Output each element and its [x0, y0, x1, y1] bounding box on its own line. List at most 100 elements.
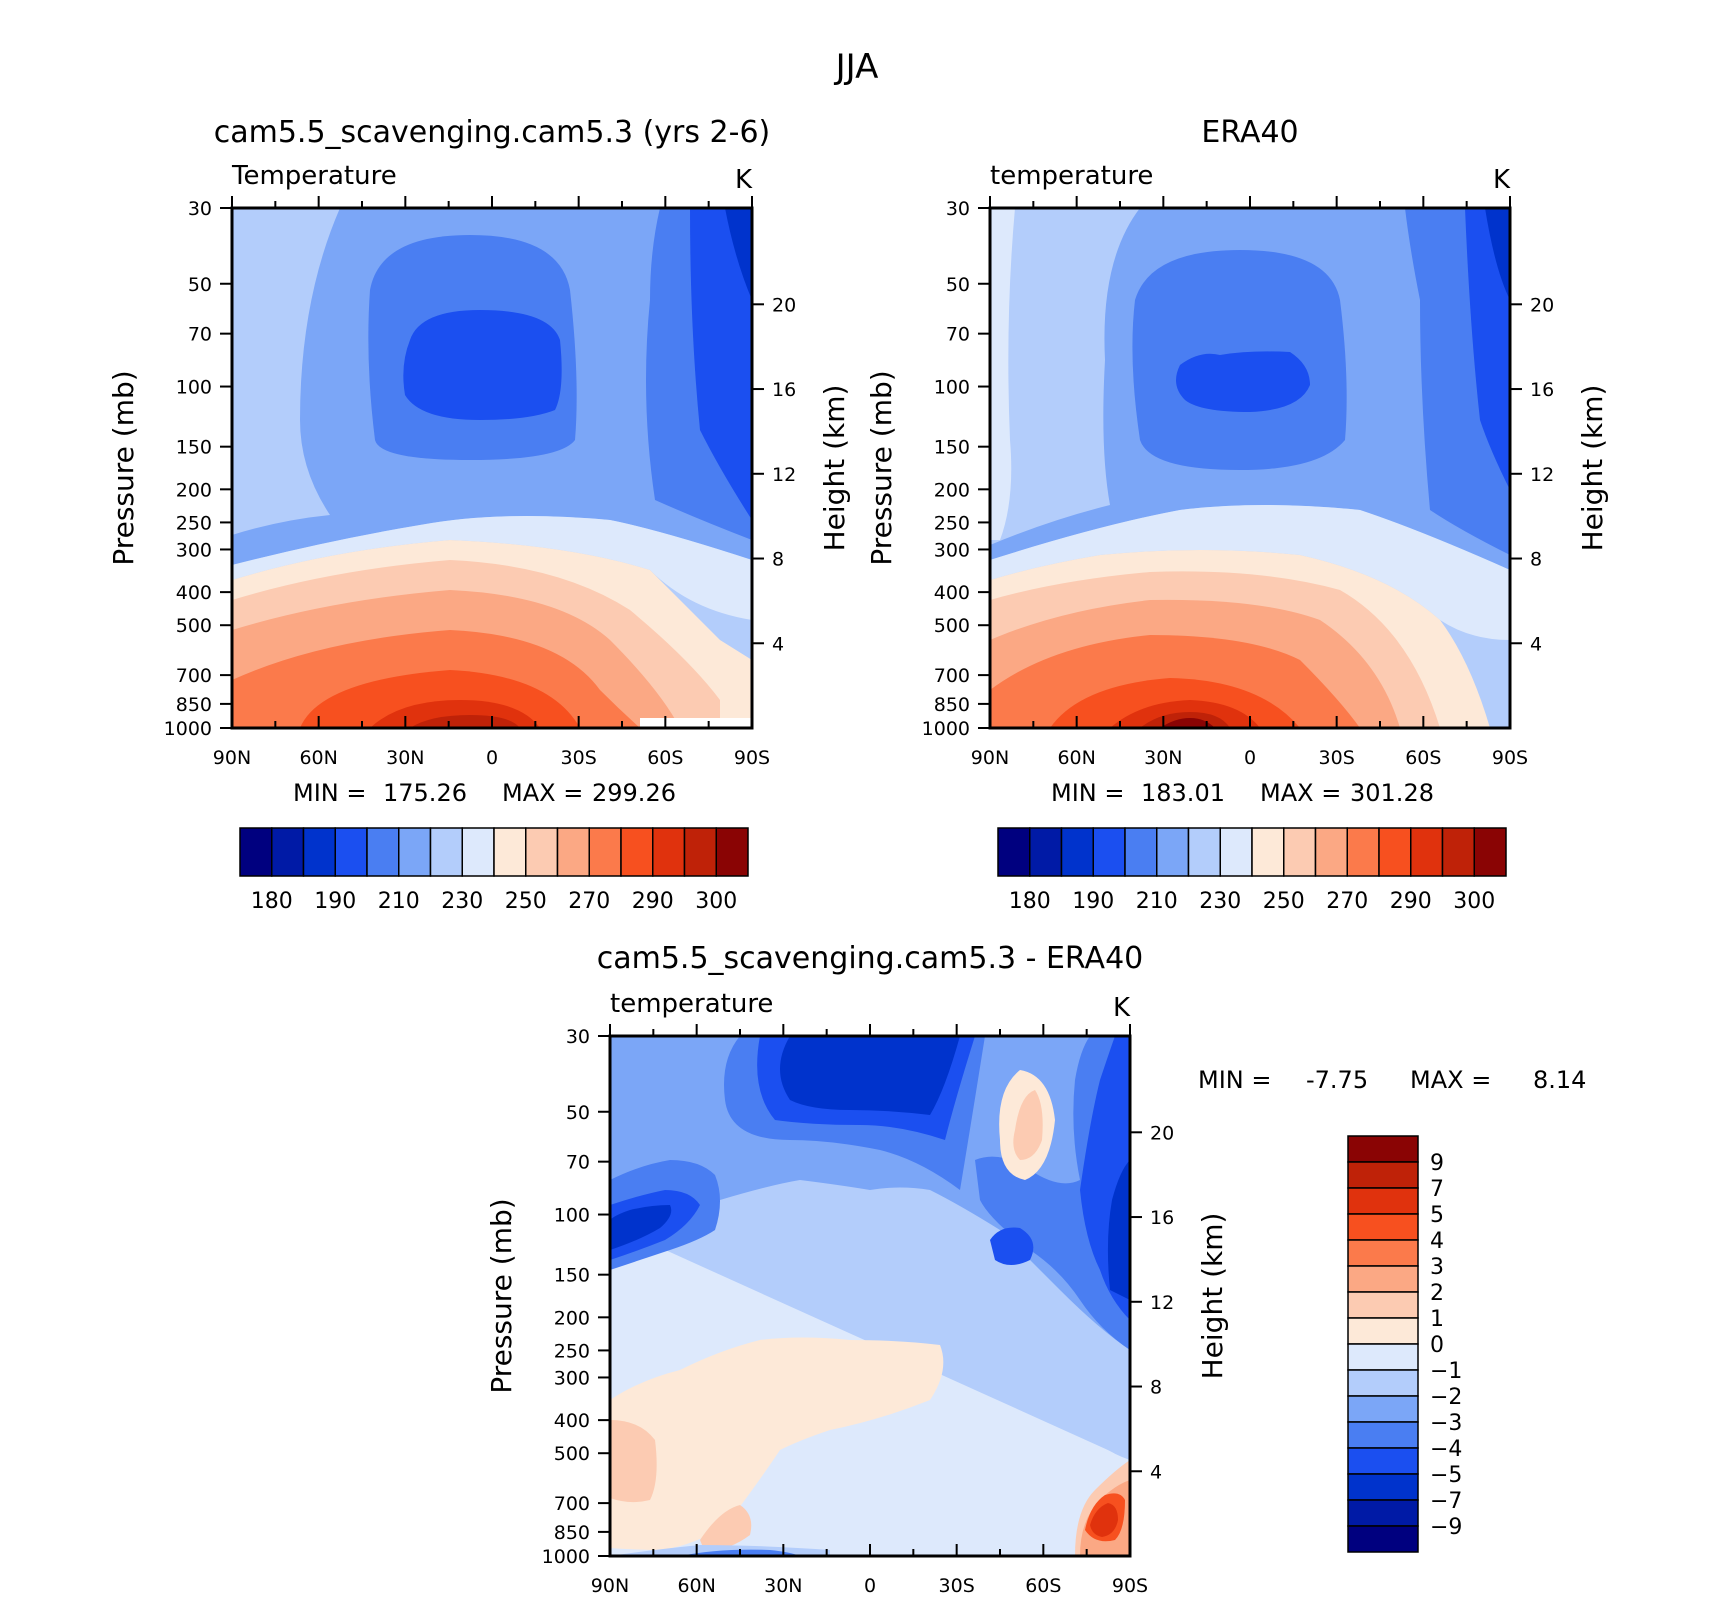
x-tick-label: 30S	[939, 1575, 975, 1597]
colorbar-label: 250	[1263, 889, 1305, 914]
colorbar-label: 210	[1136, 889, 1178, 914]
units-label: K	[735, 165, 753, 195]
contour-band-190	[1465, 208, 1510, 490]
units-label: K	[1493, 165, 1511, 195]
y-tick-label: 50	[566, 1102, 590, 1124]
y-tick-label: 300	[554, 1367, 590, 1389]
contour-field	[610, 1036, 1130, 1556]
colorbar-label: 290	[1390, 889, 1432, 914]
y-tick-label: 30	[946, 198, 970, 220]
contour-band-230	[232, 516, 752, 620]
y-tick-label: 250	[934, 512, 970, 534]
x-tick-label: 0	[864, 1575, 876, 1597]
colorbar-label: 250	[505, 889, 547, 914]
min-label: MIN =	[293, 779, 366, 807]
y-tick-label: 100	[176, 377, 212, 399]
colorbar-cell	[1347, 1525, 1419, 1553]
colorbar: 180 190 210 230 250 270 290 300	[239, 827, 749, 914]
axis-label-height: Height (km)	[818, 385, 851, 552]
colorbar-label: −9	[1430, 1515, 1462, 1540]
x-tick-label: 90S	[734, 747, 770, 769]
colorbar-cell	[620, 827, 654, 877]
contour-band-neg4-east	[975, 1036, 1130, 1350]
height-tick-label: 8	[1150, 1377, 1162, 1399]
colorbar-label: 4	[1430, 1229, 1444, 1254]
contour-band-pos-north	[610, 1420, 657, 1503]
y-tick-label: 1000	[922, 718, 970, 740]
height-tick-label: 16	[1530, 379, 1554, 401]
colorbar-cell	[1347, 1395, 1419, 1423]
colorbar-cell	[1347, 1265, 1419, 1293]
colorbar-cell	[493, 827, 527, 877]
contour-band-180	[1485, 208, 1510, 300]
colorbar-cell	[1347, 1317, 1419, 1345]
y-tick-label: 400	[934, 582, 970, 604]
x-tick-label: 30S	[1319, 747, 1355, 769]
colorbar-label: 300	[695, 889, 737, 914]
colorbar-cell	[525, 827, 559, 877]
axis-label-pressure: Pressure (mb)	[865, 370, 898, 565]
colorbar-label: −2	[1430, 1385, 1462, 1410]
colorbar-cell	[1378, 827, 1412, 877]
colorbar-cell	[1410, 827, 1444, 877]
colorbar-cell	[1124, 827, 1158, 877]
contour-field	[232, 208, 752, 728]
colorbar-cell	[1219, 827, 1253, 877]
colorbar-label: 190	[314, 889, 356, 914]
contour-band-240-edge	[990, 208, 1015, 540]
y-tick-label: 70	[188, 324, 212, 346]
colorbar-cell	[652, 827, 686, 877]
axis-ticks: 90N 60N 30N 0 30S 60S 90S 30 50 70 100 150 200 250 300…	[922, 196, 1554, 769]
axis-ticks: 90N 60N 30N 0 30S 60S 90S 30 50 70 100 150 200 250 300…	[542, 1024, 1174, 1597]
x-tick-label: 60N	[1057, 747, 1095, 769]
colorbar-label: 9	[1430, 1151, 1444, 1176]
panel-difference: cam5.5_scavenging.cam5.3 - ERA40 tempera…	[485, 941, 1586, 1597]
height-tick-label: 12	[1150, 1292, 1174, 1314]
panel-title: cam5.5_scavenging.cam5.3 (yrs 2-6)	[214, 115, 771, 150]
colorbar-cell	[1347, 1161, 1419, 1189]
colorbar-label: 7	[1430, 1177, 1444, 1202]
y-tick-label: 850	[934, 694, 970, 716]
axis-ticks: 90N 60N 30N 0 30S 60S 90S 30 50 70 100 150 200 250 300…	[164, 196, 796, 769]
colorbar-cell	[1092, 827, 1126, 877]
colorbar-label: 5	[1430, 1203, 1444, 1228]
colorbar-label: −3	[1430, 1411, 1462, 1436]
y-tick-label: 30	[566, 1026, 590, 1048]
colorbar-label: 2	[1430, 1281, 1444, 1306]
y-tick-label: 150	[934, 437, 970, 459]
colorbar-cell	[1347, 1499, 1419, 1527]
x-tick-label: 90S	[1492, 747, 1528, 769]
x-tick-label: 30N	[764, 1575, 802, 1597]
contour-field	[990, 208, 1510, 728]
max-label: MAX =	[1260, 779, 1341, 807]
colorbar-label: 190	[1072, 889, 1114, 914]
contour-band-190	[690, 208, 752, 520]
colorbar-label: 0	[1430, 1333, 1444, 1358]
y-tick-label: 700	[934, 665, 970, 687]
y-tick-label: 850	[554, 1522, 590, 1544]
colorbar-label: −1	[1430, 1359, 1462, 1384]
units-label: K	[1113, 993, 1131, 1023]
colorbar-cell	[1347, 1447, 1419, 1475]
y-tick-label: 1000	[542, 1546, 590, 1568]
contour-band-pos-upper-core	[1013, 1090, 1043, 1160]
height-tick-label: 16	[772, 379, 796, 401]
x-tick-label: 60S	[1025, 1575, 1061, 1597]
height-tick-label: 4	[1530, 633, 1542, 655]
colorbar-cell	[556, 827, 590, 877]
colorbar-cell	[366, 827, 400, 877]
height-tick-label: 20	[1530, 294, 1554, 316]
colorbar-cell	[239, 827, 273, 877]
colorbar-cell	[429, 827, 463, 877]
colorbar-cell	[1187, 827, 1221, 877]
colorbar-cell	[1347, 1187, 1419, 1215]
panel-model: cam5.5_scavenging.cam5.3 (yrs 2-6) Tempe…	[107, 115, 851, 914]
colorbar-cell	[398, 827, 432, 877]
max-label: MAX =	[1410, 1066, 1491, 1094]
x-tick-label: 60N	[677, 1575, 715, 1597]
colorbar-cell	[1347, 1343, 1419, 1371]
min-value: 183.01	[1141, 779, 1225, 807]
colorbar-cell	[588, 827, 622, 877]
x-tick-label: 60N	[299, 747, 337, 769]
y-tick-label: 100	[554, 1205, 590, 1227]
